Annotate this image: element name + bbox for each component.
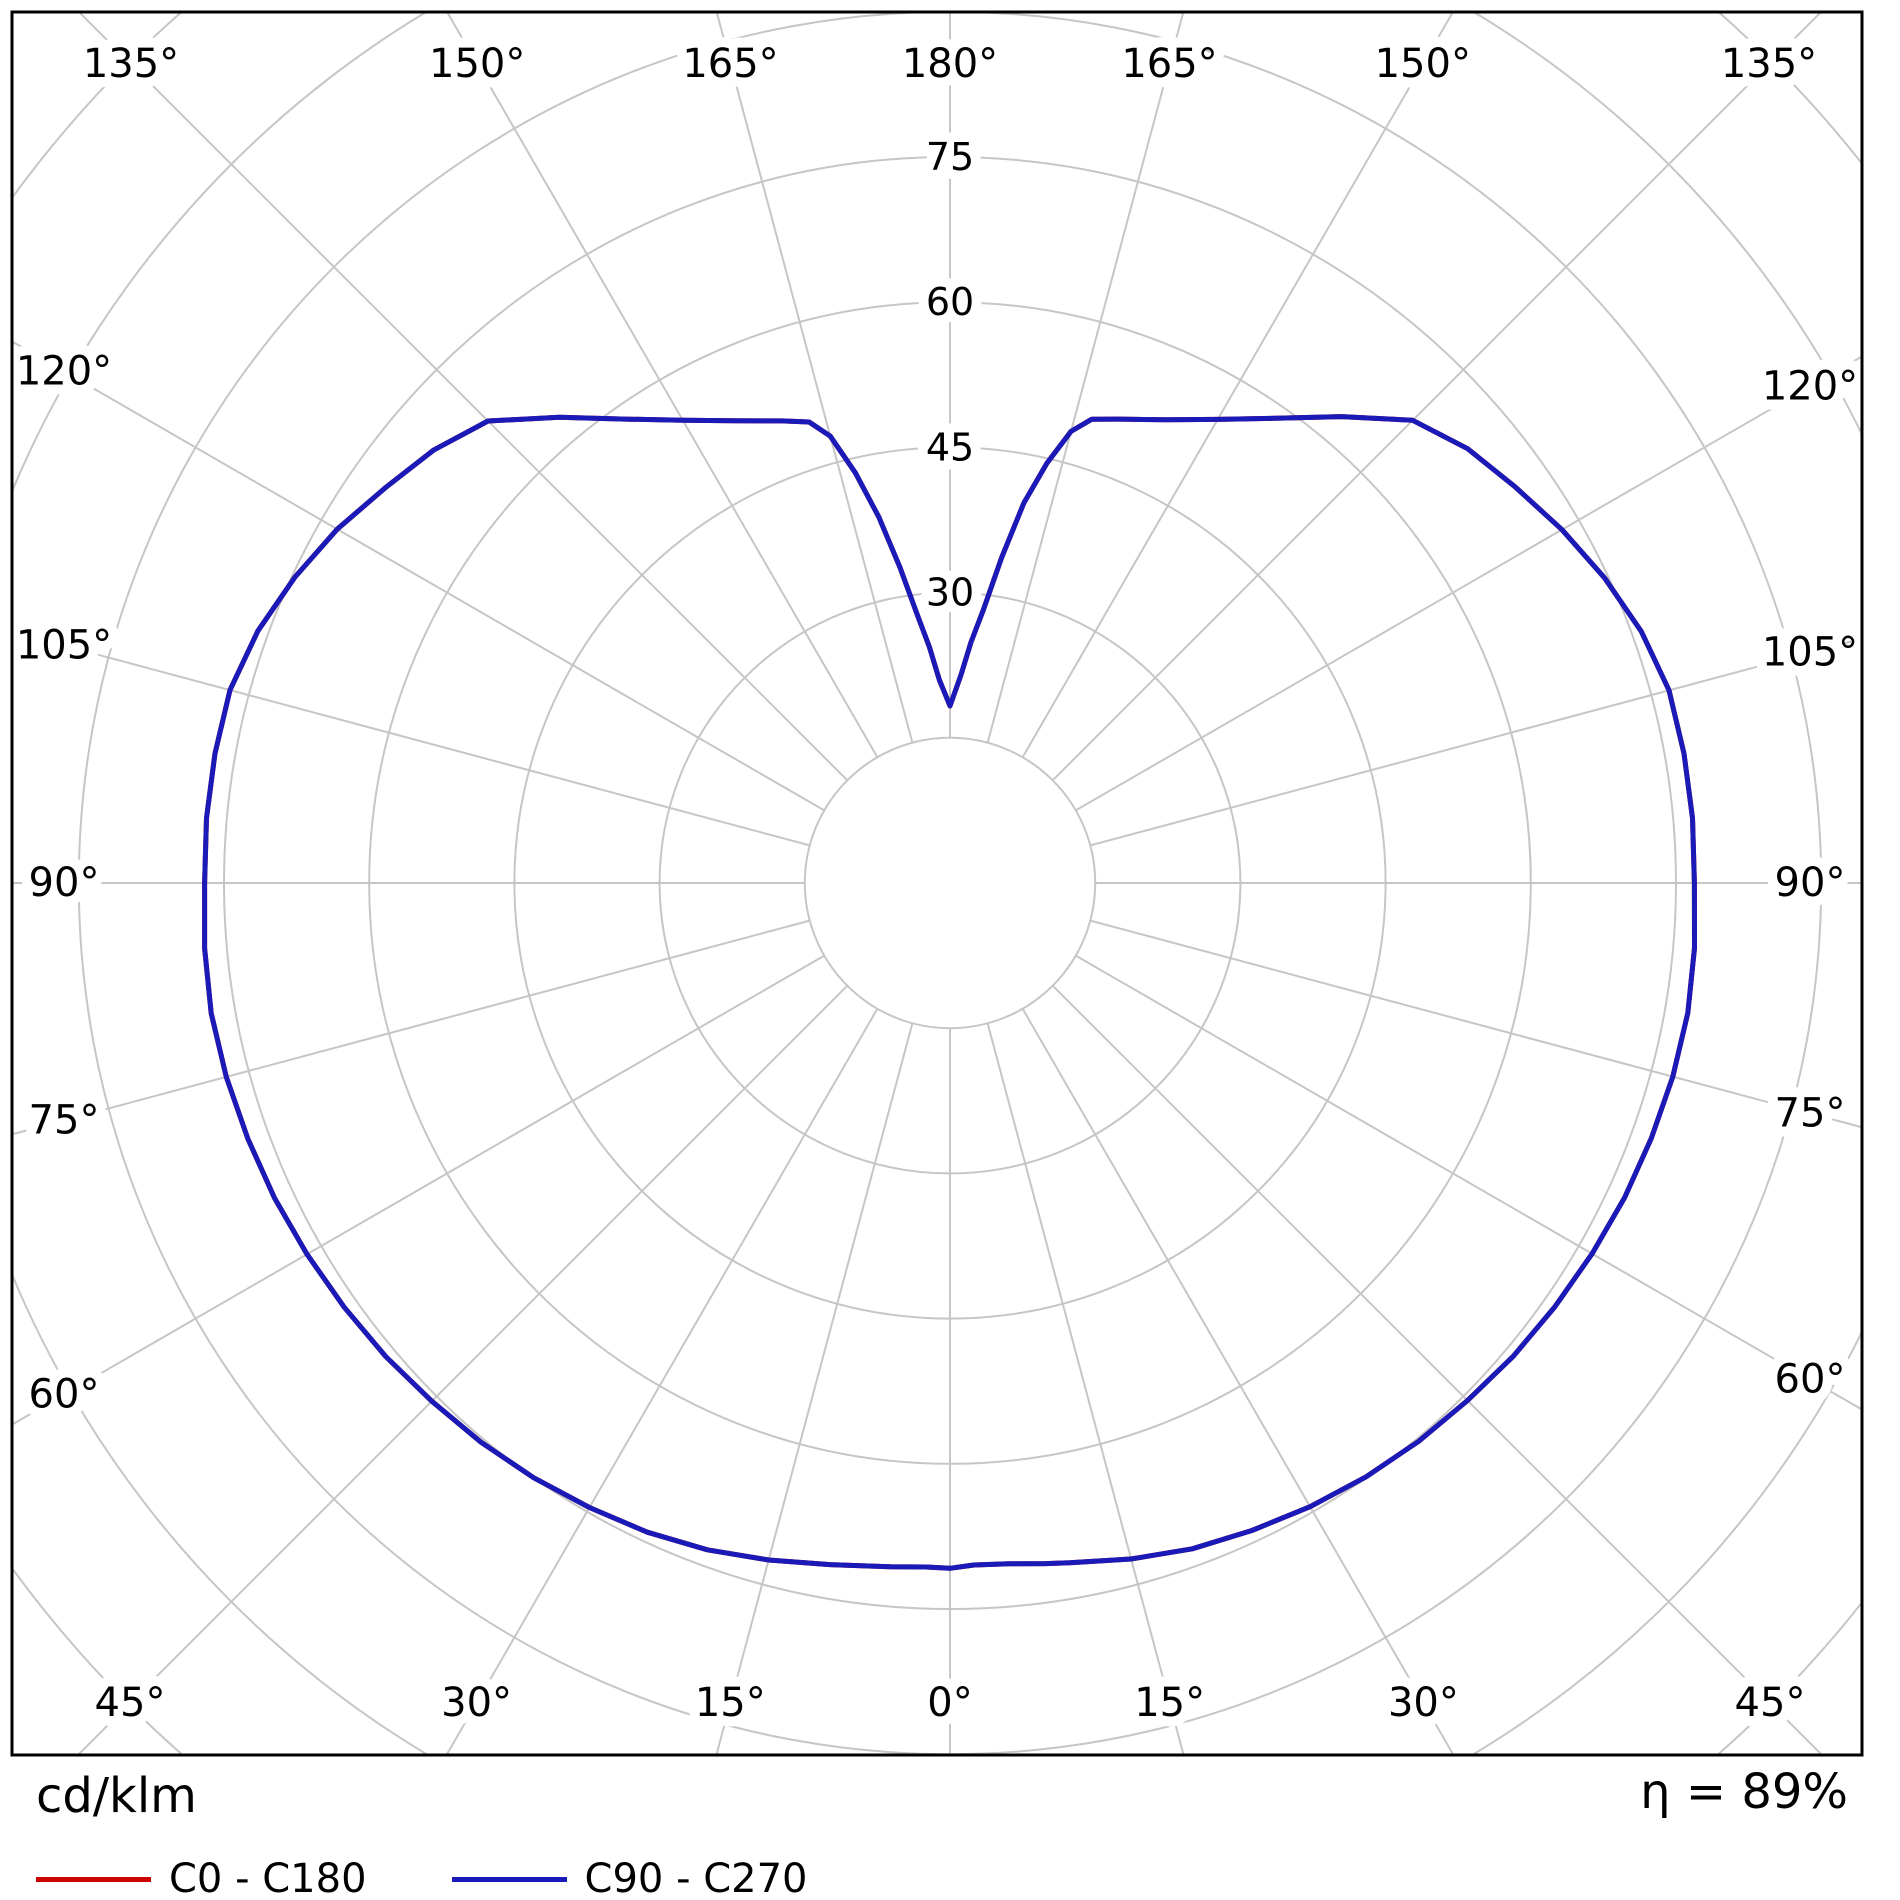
intensity-curves (202, 414, 1697, 1571)
legend-label-c0-c180: C0 - C180 (169, 1856, 367, 1900)
grid-spoke-210 (445, 12, 879, 758)
grid-spoke-135 (1051, 12, 1823, 782)
grid-spoke-60 (1075, 954, 1862, 1411)
angle-label-135-left: 135° (83, 41, 179, 87)
grid-spoke-345 (715, 1023, 914, 1755)
angle-label-30-right: 30° (1388, 1680, 1459, 1726)
legend: C0 - C180 C90 - C270 (36, 1856, 808, 1900)
grid-spoke-240 (12, 340, 825, 812)
legend-item-c0-c180: C0 - C180 (36, 1856, 367, 1900)
grid-spoke-75 (1090, 919, 1862, 1129)
grid-spoke-255 (12, 630, 810, 847)
ring-label-30: 30 (926, 571, 974, 615)
angle-label-105-right: 105° (1762, 630, 1858, 676)
angle-label-120-left: 120° (16, 349, 112, 395)
grid-spoke-15 (986, 1023, 1185, 1755)
units-label: cd/klm (36, 1768, 197, 1824)
angle-label-105-left: 105° (16, 623, 112, 669)
legend-line-c90-c270-icon (451, 1876, 567, 1882)
angle-label-150-left: 150° (429, 41, 525, 87)
grid-spoke-285 (12, 919, 810, 1136)
grid-spoke-330 (445, 1008, 879, 1755)
grid-spoke-195 (715, 12, 914, 743)
angle-label-165-right: 165° (1121, 41, 1217, 87)
ring-label-45: 45 (926, 425, 974, 469)
angle-label-90-right: 90° (1775, 860, 1846, 906)
efficiency-label: η = 89% (1640, 1764, 1848, 1820)
angle-label-60-right: 60° (1775, 1357, 1846, 1403)
angle-label-30-left: 30° (441, 1680, 512, 1726)
ring-label-60: 60 (926, 280, 974, 324)
angle-label-165-left: 165° (682, 41, 778, 87)
angle-label-120-right: 120° (1762, 364, 1858, 410)
ring-labels: 30 45 60 75 (916, 125, 984, 625)
angle-label-45-right: 45° (1735, 1680, 1806, 1726)
angle-label-75-right: 75° (1775, 1090, 1846, 1136)
angle-label-15-left: 15° (695, 1680, 766, 1726)
grid-spoke-105 (1090, 637, 1862, 847)
curve-C90-C270 (202, 414, 1697, 1571)
ring-label-75: 75 (926, 135, 974, 179)
angle-label-15-right: 15° (1134, 1680, 1205, 1726)
legend-item-c90-c270: C90 - C270 (451, 1856, 808, 1900)
angle-label-75-left: 75° (29, 1097, 100, 1143)
angle-label-180: 180° (902, 41, 998, 87)
angle-label-150-right: 150° (1375, 41, 1471, 87)
grid-spoke-45 (1051, 984, 1824, 1755)
angle-labels: 0° 15° 15° 30° 30° 45° 45° 60° 60° 75° 75° 90° 90° 10… (6, 31, 1868, 1736)
grid-spoke-300 (12, 954, 825, 1426)
legend-line-c0-c180-icon (36, 1876, 151, 1882)
plot-border (10, 10, 1864, 1757)
grid-spoke-165 (986, 12, 1185, 743)
angle-label-90-left: 90° (29, 860, 100, 906)
angle-label-45-left: 45° (95, 1680, 166, 1726)
legend-label-c90-c270: C90 - C270 (584, 1856, 808, 1900)
grid-spoke-120 (1075, 355, 1862, 812)
angle-label-135-right: 135° (1721, 41, 1817, 87)
grid-spoke-315 (76, 984, 849, 1755)
angle-label-0: 0° (927, 1680, 972, 1726)
grid-spoke-150 (1021, 12, 1455, 758)
angle-label-60-left: 60° (29, 1372, 100, 1418)
grid-spoke-30 (1021, 1008, 1455, 1755)
grid-spoke-225 (77, 12, 849, 782)
